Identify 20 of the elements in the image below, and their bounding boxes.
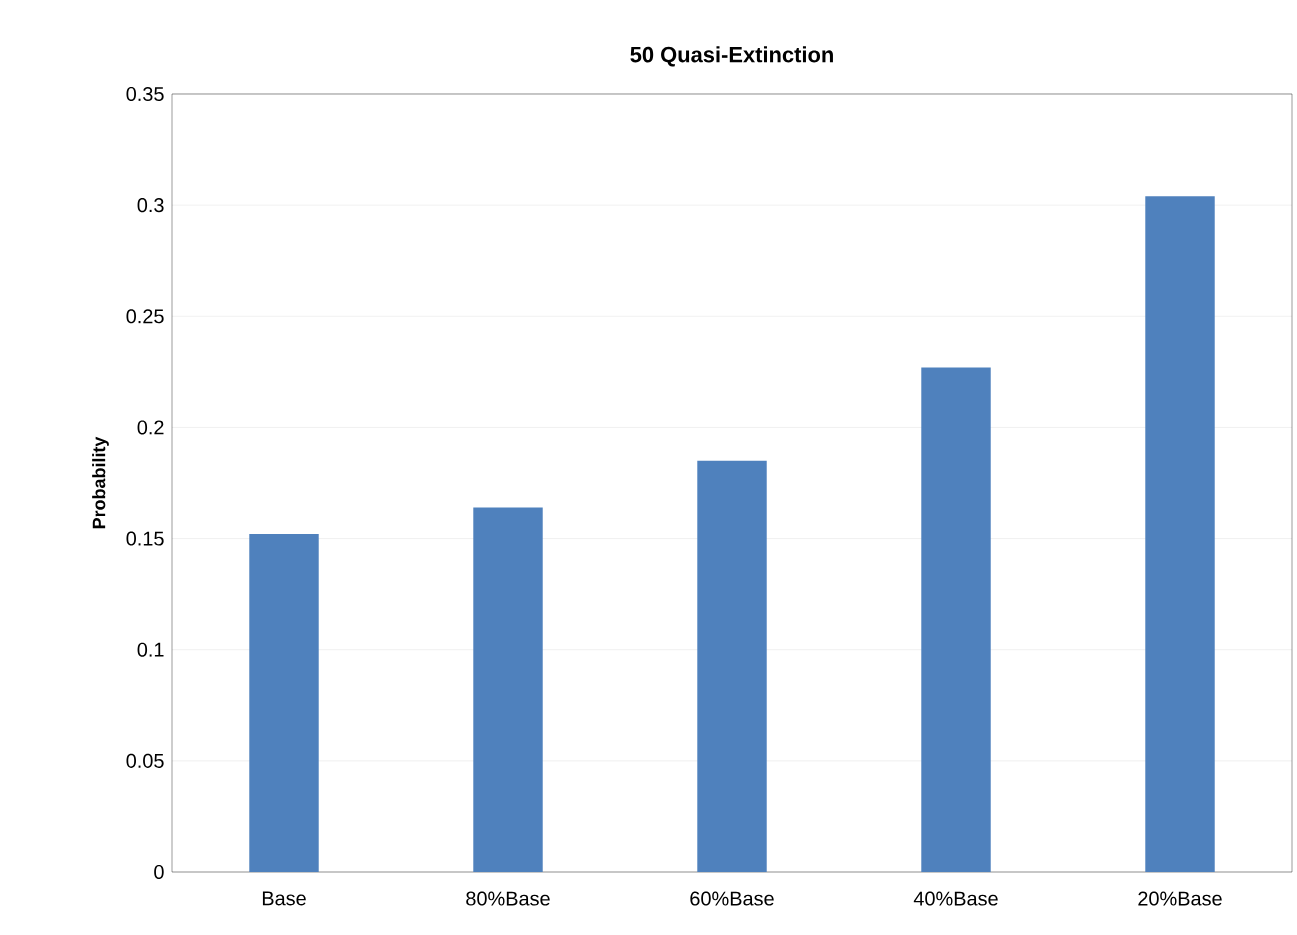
bar: [249, 534, 319, 872]
bar: [921, 367, 991, 872]
x-tick-label: 60%Base: [690, 891, 774, 906]
bar: [473, 507, 543, 872]
y-tick-label: 0.1: [137, 642, 164, 657]
y-tick-label: 0.2: [137, 420, 164, 435]
x-tick-label: Base: [262, 891, 306, 906]
x-tick-label: 40%Base: [913, 891, 998, 906]
x-tick-label: 20%Base: [1138, 891, 1222, 906]
y-tick-label: 0.3: [137, 198, 164, 213]
y-tick-label: 0.05: [126, 753, 164, 768]
bar: [697, 460, 767, 872]
bar: [1145, 196, 1215, 872]
y-tick-label: 0.15: [126, 531, 164, 546]
y-tick-label: 0: [154, 864, 164, 880]
y-axis-title: Probability: [92, 436, 109, 529]
x-tick-label: 80%Base: [466, 891, 550, 906]
y-tick-label: 0.35: [126, 86, 164, 102]
chart-title: 50 Quasi-Extinction: [630, 46, 833, 67]
y-tick-label: 0.25: [126, 309, 164, 324]
